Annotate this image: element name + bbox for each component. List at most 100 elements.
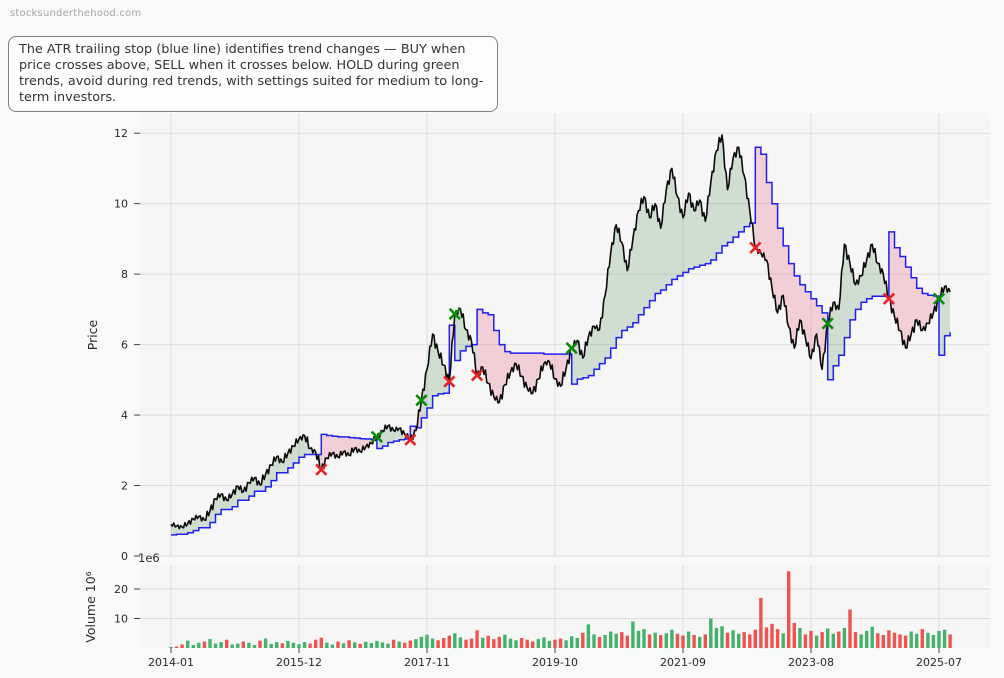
volume-bar	[814, 635, 819, 648]
downtrend-fill	[888, 231, 939, 349]
volume-bar	[503, 634, 507, 648]
volume-bar	[197, 642, 201, 648]
volume-bar	[725, 632, 730, 648]
volume-bar	[297, 644, 301, 648]
volume-bar	[881, 635, 885, 648]
volume-bar	[737, 633, 741, 648]
uptrend-fill	[171, 434, 322, 535]
volume-bar	[581, 632, 585, 648]
volume-bar	[937, 630, 941, 648]
volume-bar	[174, 646, 179, 648]
volume-bar	[647, 634, 652, 648]
volume-bar	[302, 642, 307, 648]
volume-bar	[675, 633, 680, 648]
volume-bar	[553, 639, 557, 648]
volume-bar	[809, 630, 813, 648]
uptrend-fill	[571, 135, 756, 385]
volume-bar	[169, 647, 173, 648]
volume-bar	[213, 643, 218, 648]
volume-bar	[703, 634, 707, 648]
volume-bar	[358, 643, 362, 648]
volume-bar	[419, 636, 424, 648]
downtrend-fill	[410, 400, 422, 440]
volume-bar	[787, 571, 791, 648]
volume-bar	[258, 640, 262, 648]
price-tick-label: 4	[121, 409, 128, 422]
volume-bar	[436, 640, 440, 648]
volume-bar	[870, 626, 874, 648]
downtrend-fill	[321, 434, 377, 470]
strategy-note-text: The ATR trailing stop (blue line) identi…	[19, 42, 484, 105]
uptrend-fill	[376, 425, 411, 449]
volume-bar	[820, 632, 824, 648]
volume-bar	[442, 638, 446, 648]
volume-bar	[609, 631, 613, 648]
volume-offset-label: 1e6	[138, 551, 160, 565]
price-tick-label: 10	[114, 198, 128, 211]
price-tick-label: 2	[121, 480, 128, 493]
volume-bar	[475, 630, 479, 648]
volume-bar	[698, 636, 702, 648]
volume-bar	[586, 624, 591, 648]
volume-bar	[775, 629, 780, 648]
volume-bar	[469, 638, 474, 648]
volume-bar	[230, 644, 234, 648]
volume-bar	[636, 630, 641, 648]
volume-bar	[408, 640, 412, 648]
volume-bar	[492, 639, 496, 648]
volume-bar	[770, 623, 774, 648]
volume-bar	[575, 638, 579, 648]
x-tick-label: 2019-10	[532, 656, 578, 669]
x-tick-label: 2015-12	[276, 656, 322, 669]
volume-bar	[514, 640, 518, 648]
volume-bar	[375, 640, 379, 648]
sell-marker	[315, 463, 328, 476]
volume-bar	[909, 631, 913, 648]
downtrend-fill	[755, 147, 828, 370]
volume-bar	[692, 635, 696, 648]
buy-marker	[565, 342, 578, 355]
volume-bar	[397, 641, 401, 648]
volume-bar	[903, 635, 908, 648]
volume-bar	[759, 597, 763, 649]
volume-bar	[369, 643, 373, 648]
volume-bar	[547, 640, 552, 648]
price-tick-label: 6	[121, 339, 128, 352]
volume-bar	[792, 622, 796, 648]
volume-bar	[670, 629, 674, 648]
volume-bar	[742, 632, 746, 648]
volume-bar	[558, 638, 563, 648]
volume-bar	[926, 632, 930, 648]
buy-marker	[932, 292, 946, 305]
volume-bar	[659, 635, 663, 648]
price-axis-label: Price	[85, 319, 100, 350]
volume-bar	[353, 642, 357, 648]
volume-bar	[486, 635, 490, 648]
volume-bar	[920, 629, 924, 648]
watermark: stocksunderthehood.com	[10, 8, 142, 19]
volume-bar	[269, 643, 273, 648]
volume-bar	[948, 634, 952, 648]
volume-bar	[748, 634, 752, 648]
uptrend-fill	[421, 334, 450, 418]
volume-bar	[453, 633, 457, 649]
volume-bar	[620, 632, 624, 648]
volume-bar	[391, 639, 396, 648]
volume-bar	[803, 634, 808, 648]
volume-bar	[892, 632, 897, 648]
volume-bar	[603, 635, 607, 648]
price-tick-label: 8	[121, 268, 128, 281]
volume-bar	[325, 642, 329, 648]
x-tick-label: 2023-08	[788, 656, 834, 669]
volume-bar	[386, 643, 390, 648]
volume-axis-label: Volume 10⁶	[83, 571, 98, 642]
volume-bar	[720, 626, 724, 648]
volume-bar	[430, 638, 435, 648]
volume-bar	[219, 642, 223, 648]
volume-bar	[263, 638, 268, 648]
volume-bar	[842, 627, 847, 648]
volume-bar	[564, 640, 568, 648]
volume-bar	[403, 642, 407, 648]
volume-bar	[664, 633, 668, 649]
